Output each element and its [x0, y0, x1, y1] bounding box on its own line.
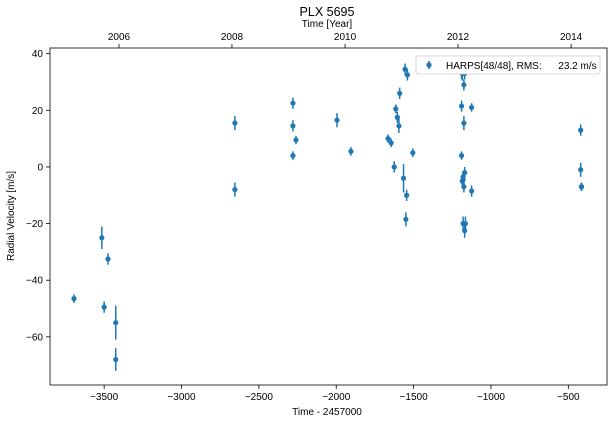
top-x-tick-label: 2014 [560, 32, 583, 43]
x-tick-label: −3500 [90, 392, 119, 403]
x-tick-label: −2500 [245, 392, 274, 403]
data-point [232, 186, 238, 193]
data-point [410, 150, 416, 156]
data-point [396, 123, 402, 129]
top-x-tick-label: 2006 [108, 32, 131, 43]
data-point [402, 66, 408, 72]
x-tick-label: −2000 [322, 392, 351, 403]
data-point [391, 164, 397, 170]
y-tick-label: −60 [26, 332, 43, 343]
y-axis: −60 −40 −20 0 20 40 [26, 49, 50, 343]
legend: HARPS[48/48], RMS: 23.2 m/s [415, 55, 601, 75]
data-point [404, 192, 410, 198]
data-point [394, 114, 400, 120]
data-point [99, 235, 105, 241]
bottom-x-axis: −3500 −3000 −2500 −2000 −1500 −1000 −500 [90, 385, 580, 403]
data-point [578, 184, 585, 190]
data-point [293, 137, 299, 143]
data-point [105, 256, 111, 262]
plot-area [49, 47, 608, 386]
top-x-axis-title: Time [Year] [302, 19, 353, 30]
y-tick-label: −40 [26, 276, 43, 287]
data-point [334, 117, 340, 123]
data-point [462, 228, 468, 234]
data-point [461, 120, 467, 126]
y-tick-label: 40 [32, 49, 44, 60]
top-x-tick-label: 2012 [447, 32, 470, 43]
top-x-tick-label: 2008 [221, 32, 244, 43]
y-tick-label: 20 [32, 106, 44, 117]
data-point [393, 106, 399, 112]
data-point [578, 167, 584, 173]
data-point [290, 153, 296, 159]
x-axis-title: Time - 2457000 [292, 407, 362, 418]
data-point [290, 123, 296, 129]
top-x-axis: 2006 2008 2010 2012 2014 [108, 32, 583, 48]
x-tick-label: −1500 [400, 392, 429, 403]
y-axis-title: Radial Velocity [m/s] [6, 171, 17, 261]
data-point [461, 82, 467, 88]
data-point [578, 127, 584, 133]
x-tick-label: −1000 [477, 392, 506, 403]
data-point [113, 356, 119, 363]
legend-box [415, 55, 601, 75]
data-point [232, 120, 238, 126]
chart-title: PLX 5695 [300, 5, 355, 19]
data-point [458, 153, 465, 159]
data-point [462, 170, 468, 176]
data-point [397, 90, 403, 96]
legend-marker [426, 62, 432, 68]
data-point [388, 140, 394, 146]
data-point [101, 304, 107, 310]
y-tick-label: 0 [37, 162, 43, 173]
data-point [403, 216, 409, 222]
data-point [462, 220, 469, 227]
x-tick-label: −500 [557, 392, 580, 403]
top-x-tick-label: 2010 [334, 32, 357, 43]
data-point [469, 188, 475, 194]
data-point [400, 175, 407, 181]
data-point [348, 148, 354, 154]
data-point [469, 104, 475, 111]
data-point [71, 296, 77, 302]
data-point [404, 72, 411, 78]
data-point [290, 100, 296, 106]
data-point [385, 136, 391, 142]
data-point [458, 103, 465, 109]
y-tick-label: −20 [26, 219, 43, 230]
data-point [113, 320, 119, 326]
legend-label: HARPS[48/48], RMS: 23.2 m/s [446, 61, 597, 72]
x-tick-label: −3000 [167, 392, 196, 403]
data-point [461, 184, 467, 190]
